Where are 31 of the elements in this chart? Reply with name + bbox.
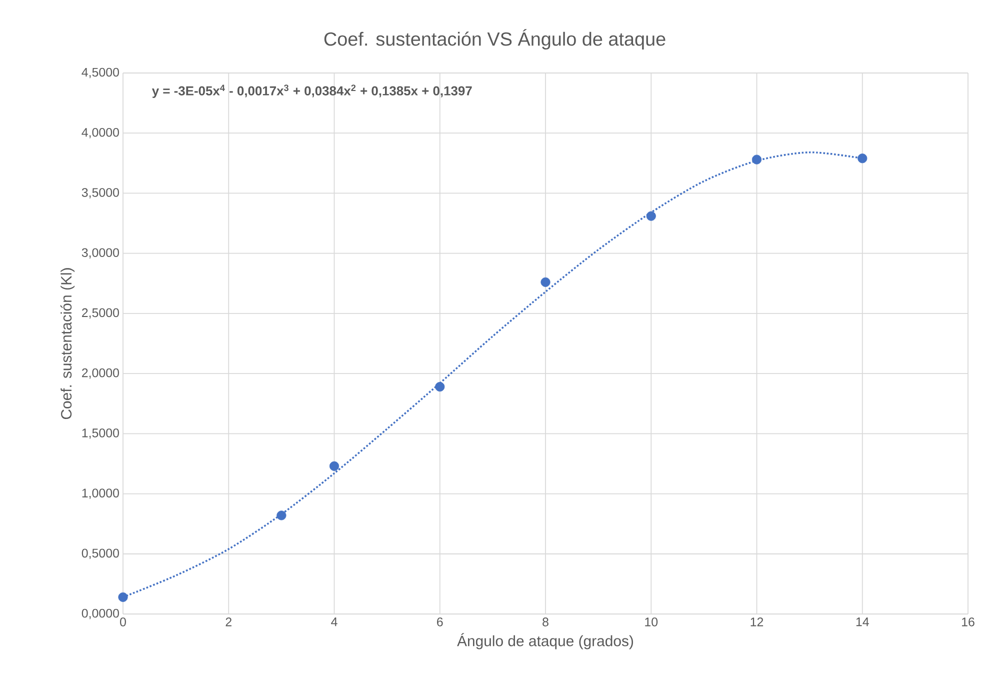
y-tick-label: 4,0000	[82, 128, 119, 138]
annotation: y = -3E-05x$^{4}$ - 0,0017x$^{3}$ + 0,0384x$^{2}$ + 0,1385x + 0,1397	[152, 84, 472, 98]
y-axis-title: Coef. sustentación (Kl)	[60, 268, 75, 420]
point	[752, 154, 762, 164]
point	[858, 154, 868, 164]
x-tick-label: 2	[226, 618, 232, 626]
x-tick-label: 16	[962, 618, 974, 626]
y-tick-label: 3,0000	[82, 248, 119, 258]
x-axis-title: Ángulo de ataque (grados)	[457, 633, 634, 650]
y-tick-label: 2,5000	[82, 308, 119, 319]
point	[276, 510, 286, 520]
x-tick-label: 4	[331, 618, 338, 626]
x-tick-label: 8	[542, 618, 548, 626]
point	[329, 461, 340, 471]
x-tick-label: 6	[437, 618, 443, 626]
y-tick-label: 1,5000	[82, 428, 119, 439]
x-tick-label: 12	[750, 618, 764, 626]
y-tick-label: 3,5000	[82, 188, 119, 198]
x-tick-label: 0	[120, 618, 126, 626]
point	[646, 211, 656, 221]
y-tick-label: 0,0000	[82, 608, 119, 620]
y-tick-label: 1,0000	[82, 488, 119, 499]
x-tick-label: 14	[856, 618, 869, 626]
x-tick-label: 10	[645, 618, 658, 626]
y-tick-label: 2,0000	[82, 368, 119, 379]
y-tick-label: 4,5000	[82, 68, 119, 78]
point	[540, 277, 550, 287]
chart-title: Coef. sustentación VS Ángulo de ataque	[324, 29, 666, 50]
point	[435, 382, 445, 392]
y-tick-label: 0,5000	[82, 548, 119, 560]
point	[118, 592, 128, 602]
